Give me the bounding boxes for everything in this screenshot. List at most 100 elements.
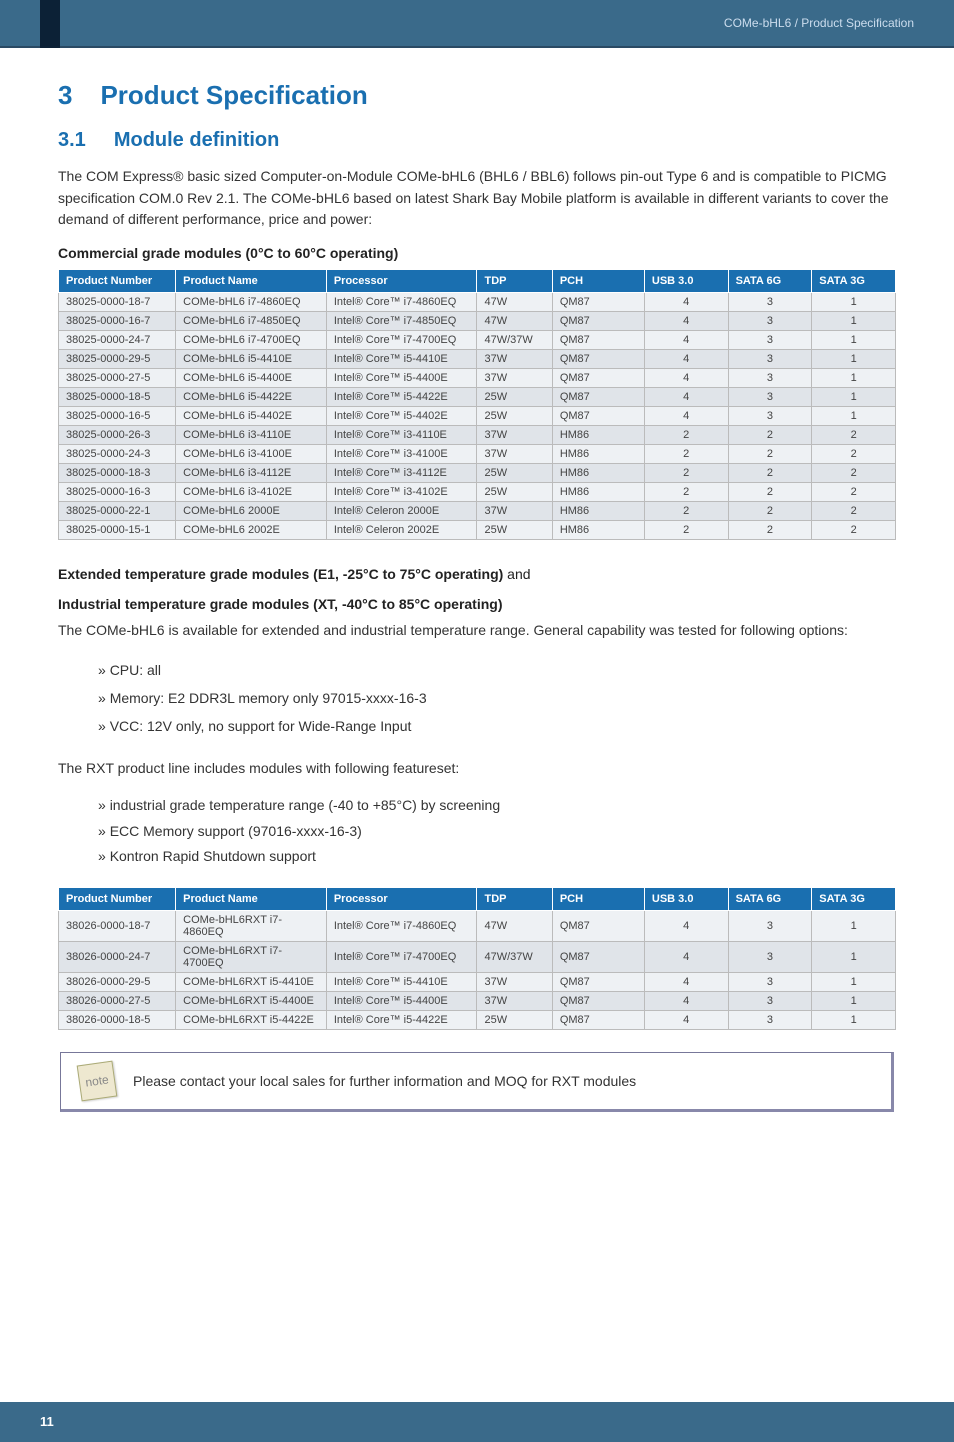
- table-cell: QM87: [552, 350, 644, 369]
- table-cell: 38025-0000-18-5: [59, 388, 176, 407]
- h2-number: 3.1: [58, 129, 86, 152]
- table-cell: Intel® Core™ i7-4700EQ: [326, 942, 477, 973]
- list-item: CPU: all: [98, 656, 896, 684]
- th-usb30: USB 3.0: [644, 270, 728, 293]
- table-cell: QM87: [552, 973, 644, 992]
- table-cell: 1: [812, 942, 896, 973]
- table-cell: QM87: [552, 331, 644, 350]
- table-row: 38025-0000-27-5COMe-bHL6 i5-4400EIntel® …: [59, 369, 896, 388]
- table-cell: HM86: [552, 521, 644, 540]
- list-item: Kontron Rapid Shutdown support: [98, 844, 896, 869]
- heading-1: 3Product Specification: [58, 80, 896, 111]
- table-cell: 3: [728, 293, 812, 312]
- table1-title: Commercial grade modules (0°C to 60°C op…: [58, 245, 896, 261]
- note-callout: note Please contact your local sales for…: [60, 1052, 894, 1112]
- table-cell: HM86: [552, 483, 644, 502]
- table-row: 38026-0000-18-5COMe-bHL6RXT i5-4422EInte…: [59, 1011, 896, 1030]
- h1-number: 3: [58, 80, 72, 111]
- table-cell: Intel® Core™ i3-4112E: [326, 464, 477, 483]
- note-icon: note: [77, 1061, 118, 1102]
- table-cell: 4: [644, 312, 728, 331]
- table-cell: 38025-0000-22-1: [59, 502, 176, 521]
- table-cell: Intel® Core™ i3-4100E: [326, 445, 477, 464]
- table-cell: COMe-bHL6RXT i5-4400E: [176, 992, 327, 1011]
- rxt-intro: The RXT product line includes modules wi…: [58, 758, 896, 780]
- note-text: Please contact your local sales for furt…: [133, 1073, 636, 1089]
- table-cell: 4: [644, 331, 728, 350]
- table-cell: 38025-0000-18-7: [59, 293, 176, 312]
- table-cell: 2: [812, 521, 896, 540]
- table-cell: Intel® Core™ i5-4402E: [326, 407, 477, 426]
- table-cell: QM87: [552, 312, 644, 331]
- table-cell: Intel® Celeron 2000E: [326, 502, 477, 521]
- table-cell: 3: [728, 350, 812, 369]
- table-cell: 47W/37W: [477, 331, 552, 350]
- list-item: industrial grade temperature range (-40 …: [98, 793, 896, 818]
- table-row: 38025-0000-24-7COMe-bHL6 i7-4700EQIntel®…: [59, 331, 896, 350]
- th-tdp: TDP: [477, 888, 552, 911]
- table-cell: 3: [728, 992, 812, 1011]
- table-cell: 38025-0000-29-5: [59, 350, 176, 369]
- table-cell: 37W: [477, 445, 552, 464]
- table-cell: 4: [644, 369, 728, 388]
- table-row: 38026-0000-24-7COMe-bHL6RXT i7-4700EQInt…: [59, 942, 896, 973]
- table-cell: COMe-bHL6 i7-4700EQ: [176, 331, 327, 350]
- extended-temp-title: Extended temperature grade modules (E1, …: [58, 566, 896, 582]
- table-cell: 37W: [477, 350, 552, 369]
- table-cell: 1: [812, 992, 896, 1011]
- page-content: 3Product Specification 3.1Module definit…: [0, 48, 954, 1142]
- table-cell: Intel® Core™ i3-4110E: [326, 426, 477, 445]
- th-usb30: USB 3.0: [644, 888, 728, 911]
- table-cell: COMe-bHL6 2002E: [176, 521, 327, 540]
- table-cell: 38025-0000-24-3: [59, 445, 176, 464]
- table-cell: 4: [644, 973, 728, 992]
- table-cell: 25W: [477, 388, 552, 407]
- table-cell: COMe-bHL6 i5-4402E: [176, 407, 327, 426]
- table-cell: 25W: [477, 521, 552, 540]
- table-cell: 47W: [477, 312, 552, 331]
- table-cell: 2: [644, 426, 728, 445]
- table-cell: 47W: [477, 911, 552, 942]
- table-cell: 47W/37W: [477, 942, 552, 973]
- table-cell: 2: [812, 483, 896, 502]
- table-cell: 4: [644, 388, 728, 407]
- table-cell: 38026-0000-18-5: [59, 1011, 176, 1030]
- list-item: VCC: 12V only, no support for Wide-Range…: [98, 712, 896, 740]
- table-cell: 38025-0000-16-7: [59, 312, 176, 331]
- table-cell: 1: [812, 973, 896, 992]
- table-cell: 3: [728, 369, 812, 388]
- table-cell: 2: [728, 502, 812, 521]
- rxt-modules-table: Product Number Product Name Processor TD…: [58, 887, 896, 1030]
- th-tdp: TDP: [477, 270, 552, 293]
- th-pch: PCH: [552, 270, 644, 293]
- table-cell: 38026-0000-24-7: [59, 942, 176, 973]
- table-cell: 38025-0000-26-3: [59, 426, 176, 445]
- table-cell: 38025-0000-24-7: [59, 331, 176, 350]
- table-cell: COMe-bHL6 2000E: [176, 502, 327, 521]
- table-cell: Intel® Core™ i5-4422E: [326, 1011, 477, 1030]
- table-cell: 2: [812, 445, 896, 464]
- table-cell: COMe-bHL6 i5-4422E: [176, 388, 327, 407]
- table-cell: QM87: [552, 911, 644, 942]
- table-cell: 38026-0000-27-5: [59, 992, 176, 1011]
- rxt-feature-list: industrial grade temperature range (-40 …: [98, 793, 896, 869]
- table-row: 38025-0000-22-1COMe-bHL6 2000EIntel® Cel…: [59, 502, 896, 521]
- table-cell: COMe-bHL6 i3-4110E: [176, 426, 327, 445]
- table-cell: Intel® Core™ i5-4400E: [326, 992, 477, 1011]
- table-cell: COMe-bHL6RXT i5-4410E: [176, 973, 327, 992]
- table-cell: 4: [644, 350, 728, 369]
- table-cell: COMe-bHL6RXT i7-4700EQ: [176, 942, 327, 973]
- th-processor: Processor: [326, 888, 477, 911]
- table-row: 38025-0000-24-3COMe-bHL6 i3-4100EIntel® …: [59, 445, 896, 464]
- table-cell: 4: [644, 911, 728, 942]
- table-row: 38025-0000-18-3COMe-bHL6 i3-4112EIntel® …: [59, 464, 896, 483]
- table-row: 38026-0000-18-7COMe-bHL6RXT i7-4860EQInt…: [59, 911, 896, 942]
- table-cell: 25W: [477, 483, 552, 502]
- table-cell: 1: [812, 369, 896, 388]
- table-cell: Intel® Core™ i3-4102E: [326, 483, 477, 502]
- table-cell: 2: [644, 464, 728, 483]
- table-cell: 1: [812, 293, 896, 312]
- table-cell: COMe-bHL6 i3-4112E: [176, 464, 327, 483]
- table-cell: 38025-0000-16-5: [59, 407, 176, 426]
- table-row: 38026-0000-27-5COMe-bHL6RXT i5-4400EInte…: [59, 992, 896, 1011]
